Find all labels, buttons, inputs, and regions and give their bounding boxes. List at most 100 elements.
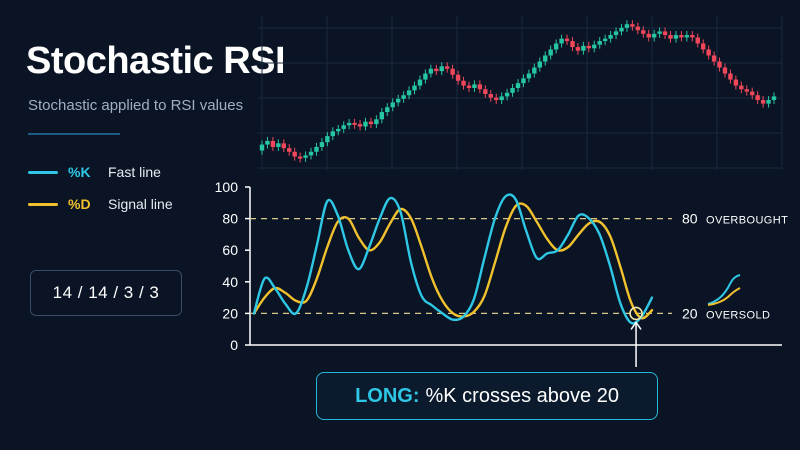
signal-callout: LONG: %K crosses above 20 xyxy=(316,372,658,420)
candle xyxy=(635,26,641,31)
candle xyxy=(755,95,760,101)
y-tick-label: 100 xyxy=(215,179,239,195)
candle xyxy=(766,100,771,104)
candle xyxy=(259,144,265,151)
candle xyxy=(586,45,592,49)
candle xyxy=(711,55,717,62)
candle xyxy=(297,156,303,159)
candle xyxy=(597,41,602,45)
candle xyxy=(602,38,608,42)
candle xyxy=(739,85,744,90)
candle xyxy=(646,33,651,38)
candle xyxy=(488,94,493,98)
y-tick-label: 0 xyxy=(230,337,238,353)
candle xyxy=(330,131,336,137)
d-line xyxy=(252,202,654,320)
candle xyxy=(684,35,690,38)
d-line-swatch-icon xyxy=(28,202,58,206)
candle xyxy=(706,49,711,56)
candle xyxy=(368,121,374,125)
candle xyxy=(651,33,657,38)
candle xyxy=(270,140,276,147)
candle xyxy=(390,102,395,108)
candle xyxy=(385,107,390,113)
candle xyxy=(504,92,510,97)
candle xyxy=(700,43,706,50)
candle xyxy=(472,84,477,88)
candle xyxy=(690,35,695,38)
candle xyxy=(750,91,755,96)
callout-text: %K crosses above 20 xyxy=(425,384,619,407)
candle xyxy=(668,35,673,39)
candle xyxy=(406,90,412,96)
y-tick-label: 20 xyxy=(222,305,238,321)
candle xyxy=(314,146,319,152)
candle xyxy=(477,84,483,90)
arrow-up-icon xyxy=(630,321,642,330)
candle xyxy=(744,89,749,92)
candle xyxy=(553,43,559,50)
page-title: Stochastic RSI xyxy=(26,40,286,82)
legend-key-d: %D xyxy=(68,196,91,212)
candle xyxy=(412,85,417,91)
crossover-marker-icon xyxy=(629,306,643,321)
cross-glyph-k-icon xyxy=(707,274,741,305)
candle xyxy=(526,73,532,79)
candle xyxy=(336,128,341,132)
y-tick-label: 80 xyxy=(222,211,238,227)
candle xyxy=(455,74,461,81)
candle xyxy=(679,35,684,38)
page-subtitle: Stochastic applied to RSI values xyxy=(28,97,244,114)
price-grid xyxy=(258,16,783,170)
legend-item-d: %D Signal line xyxy=(28,194,173,214)
candle xyxy=(379,112,385,120)
candle xyxy=(559,38,564,44)
candle xyxy=(570,41,575,48)
candle xyxy=(760,100,766,104)
candle xyxy=(510,87,515,93)
level-tag-label: OVERBOUGHT xyxy=(706,215,788,227)
candle xyxy=(308,151,314,156)
level-value-label: 20 xyxy=(682,305,698,321)
candle xyxy=(613,31,619,36)
callout-highlight: LONG: xyxy=(355,384,420,407)
candle xyxy=(499,96,504,101)
candle xyxy=(363,121,368,127)
candle xyxy=(292,151,297,157)
candle xyxy=(374,119,379,125)
candle xyxy=(494,97,499,101)
y-tick-label: 40 xyxy=(222,274,238,290)
candle xyxy=(428,68,434,74)
candle xyxy=(461,80,466,86)
candle xyxy=(608,35,613,39)
candle xyxy=(673,35,679,39)
candle xyxy=(592,44,597,49)
candle xyxy=(276,143,281,147)
candle xyxy=(728,73,733,80)
candle xyxy=(439,66,444,72)
candle xyxy=(581,45,586,51)
k-line xyxy=(252,193,654,325)
y-tick-label: 60 xyxy=(222,242,238,258)
candle xyxy=(695,37,700,44)
level-value-label: 80 xyxy=(682,211,698,227)
candle xyxy=(575,47,581,51)
level-tag-label: OVERSOLD xyxy=(706,309,770,321)
candle xyxy=(450,68,455,75)
settings-params-text: 14 / 14 / 3 / 3 xyxy=(52,283,160,302)
candle xyxy=(717,61,722,68)
candle xyxy=(352,122,357,125)
candle xyxy=(532,67,537,74)
legend-label-d: Signal line xyxy=(108,196,173,212)
legend-item-k: %K Fast line xyxy=(28,162,161,182)
legend-key-k: %K xyxy=(68,164,91,180)
candle xyxy=(548,49,553,56)
candle xyxy=(423,73,428,80)
candle xyxy=(434,68,439,72)
k-line-swatch-icon xyxy=(28,170,58,174)
title-divider xyxy=(28,133,120,135)
cross-glyph-d-icon xyxy=(707,287,741,306)
candle xyxy=(287,148,292,152)
candle xyxy=(395,98,401,103)
